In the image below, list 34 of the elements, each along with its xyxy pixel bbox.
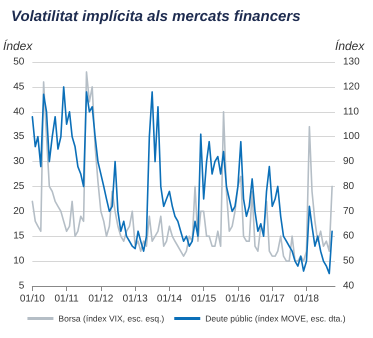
y2-tick-label: 130 — [343, 56, 360, 68]
legend-label: Deute públic (índex MOVE, esc. dta.) — [205, 314, 346, 324]
x-tick-label: 01/15 — [191, 294, 217, 304]
y2-tick-label: 90 — [343, 156, 355, 168]
chart-title: Volatilitat implícita als mercats financers — [11, 8, 301, 25]
y-tick-label: 15 — [13, 230, 25, 242]
y2-tick-label: 50 — [343, 256, 355, 267]
x-tick-label: 01/14 — [156, 294, 182, 304]
y-tick-label: 30 — [13, 156, 25, 168]
y2-tick-label: 60 — [343, 230, 355, 242]
y2-tick-label: 100 — [343, 131, 360, 142]
y-tick-label: 10 — [13, 256, 25, 267]
y2-tick-label: 110 — [343, 106, 360, 118]
y-tick-label: 50 — [13, 56, 25, 68]
y-tick-label: 40 — [13, 106, 25, 118]
legend-label: Borsa (índex VIX, esc. esq.) — [58, 314, 164, 324]
x-tick-label: 01/10 — [20, 294, 46, 304]
x-tick-label: 01/16 — [225, 294, 251, 304]
y2-tick-label: 120 — [343, 81, 360, 92]
x-tick-label: 01/13 — [122, 294, 148, 304]
y-tick-label: 5 — [18, 280, 25, 292]
x-tick-label: 01/17 — [260, 294, 286, 304]
y-axis-title: Índex — [2, 39, 34, 53]
y2-tick-label: 80 — [343, 180, 355, 192]
y-tick-label: 25 — [13, 180, 25, 192]
y2-tick-label: 70 — [343, 206, 355, 217]
x-tick-label: 01/11 — [54, 294, 80, 304]
y2-axis-title: Índex — [335, 39, 366, 53]
x-tick-label: 01/12 — [88, 294, 114, 304]
y-tick-label: 45 — [13, 81, 25, 92]
y-tick-label: 20 — [13, 206, 25, 217]
y2-tick-label: 40 — [343, 280, 355, 292]
x-tick-label: 01/18 — [294, 294, 320, 304]
y-tick-label: 35 — [13, 131, 25, 142]
